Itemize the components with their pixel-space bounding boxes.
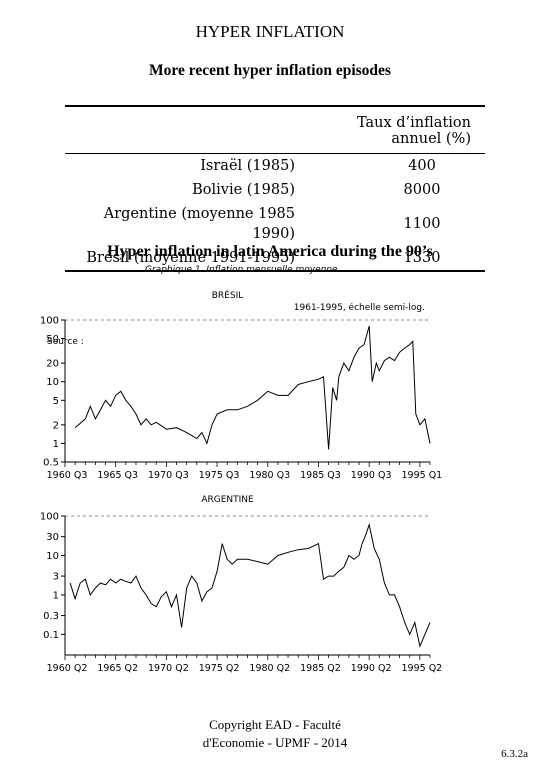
chart-title: BRÉSIL [212,289,244,301]
x-tick-label: 1960 Q3 [47,470,88,480]
y-tick-label: 30 [46,532,59,543]
x-tick-label: 1975 Q2 [199,663,240,674]
table-row: Israël (1985) 400 [65,154,485,179]
page-number: 6.3.2a [501,748,528,760]
y-tick-label: 0.1 [43,630,59,641]
x-tick-label: 1970 Q2 [148,663,189,674]
y-tick-label: 1 [53,439,59,450]
x-tick-label: 1995 Q2 [402,663,443,674]
inflation-table-container: Taux d’inflation annuel (%) Israël (1985… [65,105,485,272]
y-tick-label: 0.3 [43,611,59,622]
table-row: Brésil (moyenne 1991-1995) 1330 [65,246,485,272]
x-tick-label: 1975 Q3 [199,470,240,480]
footer-line-1: Copyright EAD - Faculté [209,717,341,732]
table-row: Bolivie (1985) 8000 [65,178,485,202]
footer: Copyright EAD - Faculté d'Economie - UPM… [170,716,380,752]
y-tick-label: 2 [53,420,59,431]
x-tick-label: 1990 Q3 [351,470,392,480]
argentina-chart: ARGENTINE 100 30 10 3 1 0.3 0.1 1960 Q2 1965 Q2 19… [40,495,443,674]
table-country: Argentine (moyenne 1985 1990) [103,206,295,242]
table-header-rate: Taux d’inflation annuel (%) [319,105,485,154]
x-tick-label: 1985 Q3 [300,470,341,480]
x-tick-label: 1995 Q1 [402,470,443,480]
x-tick-label: 1980 Q2 [249,663,290,674]
table-country: Israël (1985) [200,158,295,174]
table-value: 1330 [319,246,485,272]
table-country: Bolivie (1985) [192,182,295,198]
y-tick-label: 10 [46,551,59,562]
x-tick-label: 1960 Q2 [47,663,88,674]
page-title: HYPER INFLATION [195,22,345,41]
table-row: Argentine (moyenne 1985 1990) 1100 [65,202,485,246]
brazil-chart: BRÉSIL 1961-1995, échelle semi-log. 100 50 2… [40,289,443,480]
x-tick-label: 1985 Q2 [300,663,341,674]
table-value: 400 [408,158,436,174]
inflation-table: Taux d’inflation annuel (%) Israël (1985… [65,105,485,272]
y-tick-label: 1 [53,590,59,601]
footer-line-2: d'Economie - UPMF - 2014 [202,735,348,750]
y-tick-label: 20 [46,359,59,370]
table-value: 8000 [403,182,441,198]
table-country: Brésil (moyenne 1991-1995) [65,246,319,272]
y-tick-label: 10 [46,377,59,388]
x-tick-label: 1970 Q3 [148,470,189,480]
table-value: 1100 [403,216,441,232]
graph-caption: Graphique 1. Inflation mensuelle moyenne [145,265,338,275]
y-tick-label: 50 [46,334,59,345]
chart-subtitle: 1961-1995, échelle semi-log. [294,302,425,313]
section-title: Hyper inflation in latin America during … [107,243,433,260]
x-tick-label: 1980 Q3 [249,470,290,480]
y-tick-label: 5 [53,396,59,407]
y-tick-label: 0.5 [43,458,59,469]
chart-title: ARGENTINE [201,495,254,505]
page-subtitle: More recent hyper inflation episodes [149,62,391,79]
y-tick-label: 100 [40,512,59,523]
y-tick-label: 3 [53,572,59,583]
x-tick-label: 1965 Q2 [97,663,138,674]
x-tick-label: 1965 Q3 [97,470,138,480]
x-tick-label: 1990 Q2 [351,663,392,674]
y-tick-label: 100 [40,316,59,327]
series-line [69,522,431,648]
series-line [74,325,431,450]
table-header-empty [65,105,319,154]
